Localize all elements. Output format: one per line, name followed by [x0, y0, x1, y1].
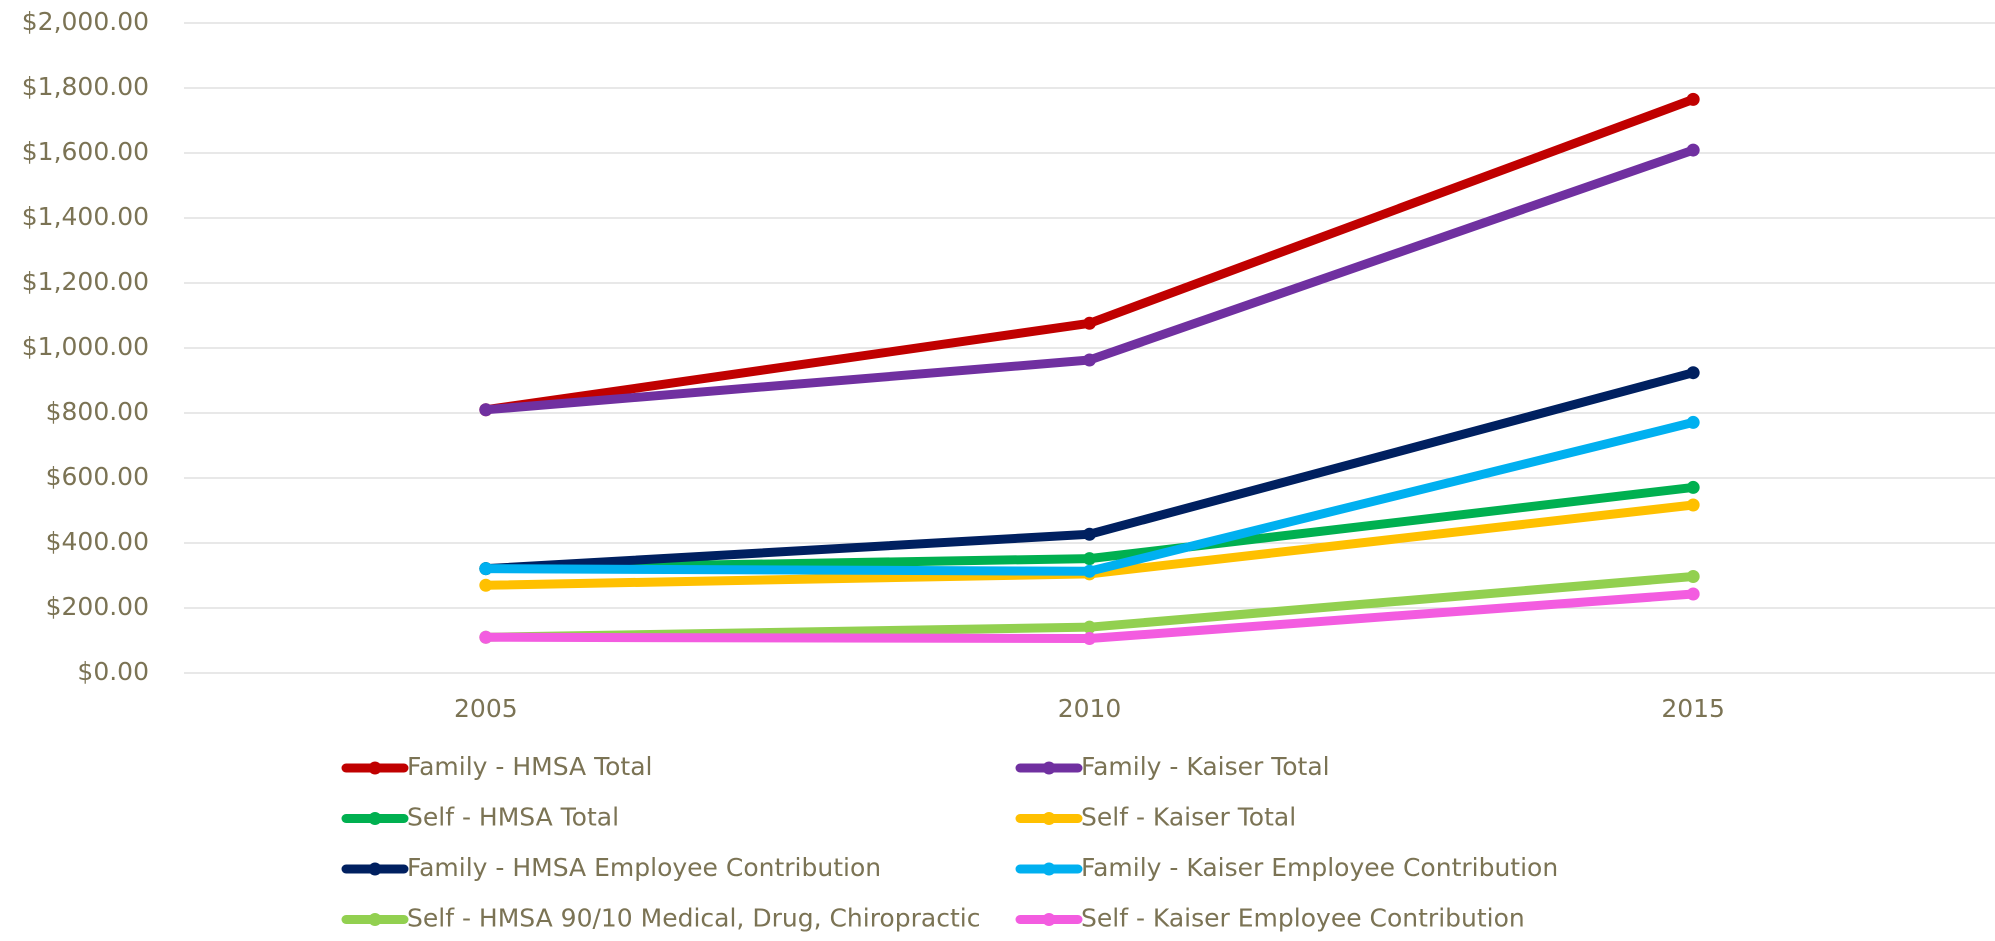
series-line	[485, 145, 1695, 415]
legend-marker	[1042, 812, 1056, 825]
data-point	[479, 562, 493, 576]
data-point	[1083, 632, 1096, 646]
x-tick-label: 2005	[454, 694, 518, 723]
legend-label: Family - HMSA Employee Contribution	[407, 853, 881, 882]
legend-label: Self - HMSA Total	[407, 803, 619, 832]
data-point	[1083, 552, 1096, 566]
y-tick-label: $600.00	[46, 462, 149, 491]
data-point	[1083, 527, 1096, 541]
legend-marker	[1042, 913, 1056, 926]
legend-label: Family - HMSA Total	[407, 752, 653, 781]
y-tick-label: $200.00	[46, 592, 149, 621]
legend-marker	[368, 761, 382, 775]
legend-label: Self - HMSA 90/10 Medical, Drug, Chiropr…	[407, 904, 980, 933]
y-tick-label: $1,000.00	[22, 332, 149, 361]
legend-marker	[1042, 862, 1056, 876]
x-tick-label: 2010	[1058, 694, 1122, 723]
legend-marker	[368, 862, 382, 876]
y-tick-label: $1,600.00	[22, 137, 149, 166]
data-point	[1686, 366, 1700, 380]
y-tick-label: $1,800.00	[22, 72, 149, 101]
y-tick-label: $1,200.00	[22, 267, 149, 296]
legend-label: Family - Kaiser Total	[1081, 752, 1330, 781]
data-point	[1083, 353, 1096, 367]
legend-marker	[368, 812, 382, 825]
data-point	[1686, 498, 1700, 512]
legend-marker	[368, 913, 382, 926]
y-tick-label: $800.00	[46, 397, 149, 426]
legend-label: Family - Kaiser Employee Contribution	[1081, 853, 1558, 882]
y-tick-label: $1,400.00	[22, 202, 149, 231]
data-point	[1686, 143, 1700, 157]
y-tick-label: $0.00	[77, 657, 149, 686]
x-tick-label: 2015	[1661, 694, 1725, 723]
data-point	[1083, 620, 1096, 634]
series-line	[485, 418, 1695, 576]
data-point	[1686, 569, 1700, 583]
data-point	[1083, 564, 1096, 578]
y-tick-label: $2,000.00	[22, 7, 149, 36]
data-point	[1686, 480, 1700, 494]
y-tick-label: $400.00	[46, 527, 149, 556]
data-point	[479, 578, 493, 592]
data-point	[479, 630, 493, 644]
data-point	[1686, 92, 1700, 106]
legend-label: Self - Kaiser Employee Contribution	[1081, 904, 1525, 933]
legend-marker	[1042, 761, 1056, 775]
data-point	[1686, 415, 1700, 429]
data-point	[1686, 587, 1700, 601]
data-point	[1083, 316, 1096, 330]
legend-label: Self - Kaiser Total	[1081, 803, 1296, 832]
data-point	[479, 403, 493, 417]
